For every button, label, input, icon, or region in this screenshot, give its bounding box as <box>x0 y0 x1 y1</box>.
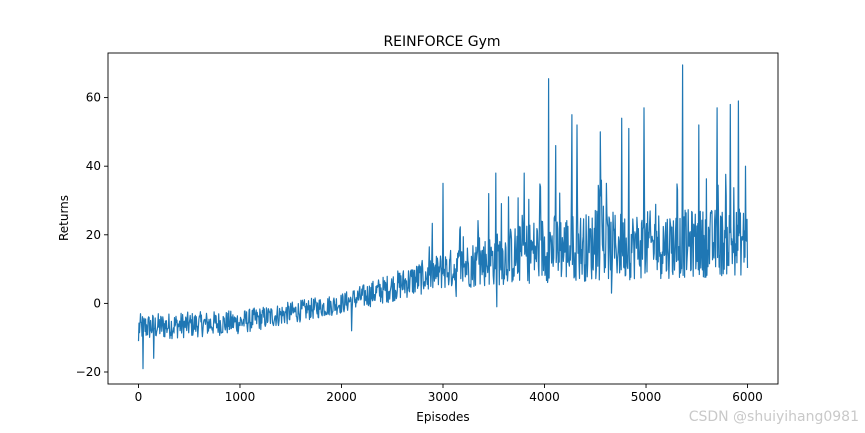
axes-layer: 0 1000 2000 3000 4000 5000 6000 −20 0 20 40 60 <box>76 91 763 404</box>
x-tick-label: 1000 <box>225 390 256 404</box>
plot-layer <box>137 64 749 370</box>
y-tick-label: 40 <box>86 159 101 173</box>
y-axis-label: Returns <box>57 195 71 241</box>
y-tick-label: 60 <box>86 91 101 105</box>
watermark-text: CSDN @shuiyihang0981 <box>688 409 859 425</box>
y-tick-label: 0 <box>93 296 101 310</box>
y-tick-label: 20 <box>86 228 101 242</box>
x-tick-label: 0 <box>135 390 143 404</box>
x-axis-label: Episodes <box>416 410 469 424</box>
y-tick-label: −20 <box>76 365 101 379</box>
x-tick-label: 5000 <box>631 390 662 404</box>
x-tick-label: 6000 <box>732 390 763 404</box>
returns-series-line <box>137 64 749 370</box>
x-tick-label: 3000 <box>428 390 459 404</box>
chart-title: REINFORCE Gym <box>383 34 500 50</box>
x-tick-label: 2000 <box>326 390 357 404</box>
x-tick-label: 4000 <box>529 390 560 404</box>
